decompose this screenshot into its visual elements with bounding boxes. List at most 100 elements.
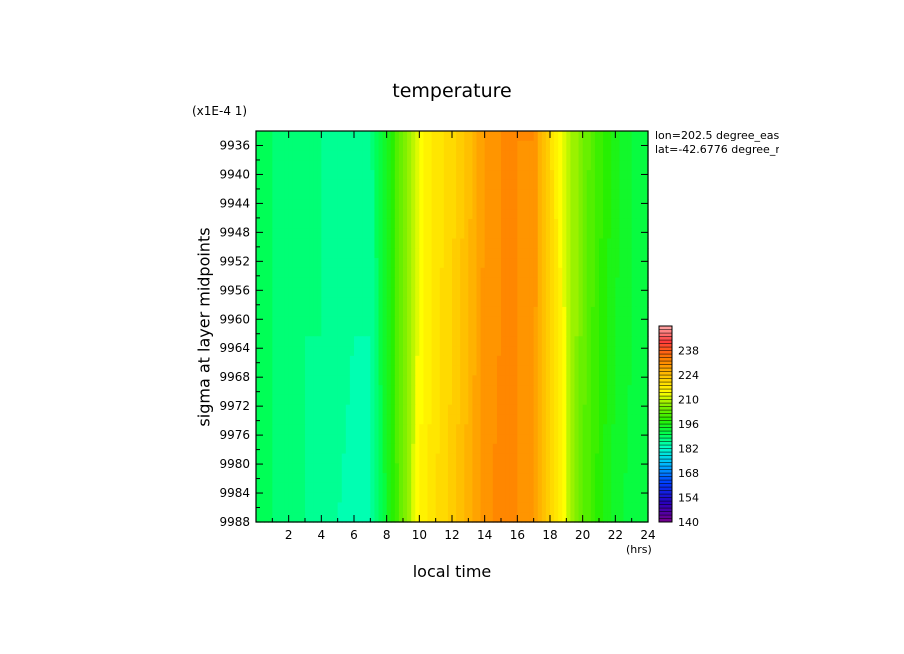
heatmap-cell (590, 385, 596, 396)
heatmap-cell (329, 394, 335, 406)
heatmap-cell (607, 189, 612, 201)
heatmap-cell (558, 248, 563, 259)
heatmap-cell (627, 248, 633, 259)
heatmap-cell (423, 131, 429, 142)
heatmap-cell (464, 492, 469, 504)
heatmap-cell (521, 297, 527, 308)
heatmap-cell (456, 336, 461, 347)
heatmap-cell (288, 170, 294, 181)
heatmap-cell (464, 160, 469, 171)
heatmap-cell (566, 385, 572, 396)
heatmap-cell (382, 277, 388, 289)
x-tick-label: 16 (510, 528, 525, 542)
heatmap-cell (415, 355, 420, 367)
heatmap-cell (603, 492, 608, 504)
heatmap-cell (578, 355, 584, 367)
heatmap-cell (362, 160, 367, 171)
heatmap-cell (460, 297, 465, 308)
heatmap-cell (545, 287, 551, 298)
heatmap-cell (443, 404, 449, 416)
heatmap-cell (635, 297, 641, 308)
heatmap-cell (394, 365, 400, 376)
heatmap-cell (550, 170, 555, 181)
heatmap-cell (545, 463, 551, 474)
heatmap-cell (378, 385, 384, 396)
heatmap-cell (309, 277, 314, 289)
heatmap-cell (468, 355, 474, 367)
heatmap-cell (586, 267, 592, 279)
heatmap-cell (631, 482, 637, 494)
heatmap-cell (578, 473, 584, 484)
colorbar-swatch (658, 497, 673, 502)
heatmap-cell (268, 492, 273, 504)
heatmap-cell (358, 140, 363, 152)
heatmap-cell (574, 297, 580, 308)
heatmap-cell (370, 287, 376, 298)
heatmap-cell (476, 336, 482, 347)
heatmap-cell (599, 170, 604, 181)
heatmap-cell (639, 258, 645, 269)
heatmap-cell (423, 248, 429, 259)
heatmap-cell (541, 316, 547, 328)
heatmap-cell (305, 326, 310, 337)
heatmap-cell (586, 189, 592, 201)
heatmap-cell (300, 365, 306, 376)
heatmap-cell (419, 375, 425, 386)
heatmap-cell (505, 385, 510, 396)
heatmap-cell (472, 492, 478, 504)
heatmap-cell (447, 492, 453, 504)
heatmap-cell (443, 336, 449, 347)
heatmap-cell (456, 346, 461, 357)
heatmap-cell (562, 326, 567, 337)
heatmap-cell (260, 336, 265, 347)
heatmap-cell (578, 306, 584, 318)
heatmap-cell (358, 336, 363, 347)
heatmap-cell (390, 394, 396, 406)
heatmap-cell (280, 355, 286, 367)
heatmap-cell (378, 170, 384, 181)
heatmap-cell (468, 189, 474, 201)
heatmap-cell (566, 473, 572, 484)
heatmap-cell (570, 502, 576, 513)
heatmap-cell (558, 326, 563, 337)
heatmap-cell (517, 228, 523, 240)
heatmap-cell (305, 394, 310, 406)
heatmap-cell (476, 218, 482, 230)
heatmap-cell (390, 512, 396, 523)
heatmap-cell (545, 414, 551, 425)
heatmap-cell (435, 473, 441, 484)
heatmap-cell (394, 453, 400, 464)
colorbar-swatch (658, 479, 673, 484)
colorbar-swatch (658, 374, 673, 379)
heatmap-cell (345, 375, 351, 386)
heatmap-cell (517, 277, 523, 289)
heatmap-cell (590, 258, 596, 269)
heatmap-cell (407, 492, 412, 504)
heatmap-cell (345, 326, 351, 337)
heatmap-cell (321, 375, 327, 386)
heatmap-cell (398, 238, 404, 249)
heatmap-cell (284, 414, 290, 425)
heatmap-cell (309, 160, 314, 171)
heatmap-cell (358, 385, 363, 396)
heatmap-cell (415, 346, 420, 357)
heatmap-cell (431, 453, 437, 464)
heatmap-cell (521, 424, 527, 435)
heatmap-cell (354, 277, 359, 289)
heatmap-cell (427, 131, 433, 142)
heatmap-cell (578, 482, 584, 494)
heatmap-cell (264, 179, 269, 191)
heatmap-cell (370, 355, 376, 367)
heatmap-cell (627, 131, 633, 142)
heatmap-cell (570, 228, 576, 240)
heatmap-cell (443, 385, 449, 396)
heatmap-cell (398, 131, 404, 142)
heatmap-cell (370, 502, 376, 513)
heatmap-cell (382, 385, 388, 396)
heatmap-cell (341, 473, 347, 484)
heatmap-cell (435, 463, 441, 474)
heatmap-cell (541, 473, 547, 484)
heatmap-cell (256, 179, 261, 191)
heatmap-cell (607, 150, 612, 161)
heatmap-cell (550, 316, 555, 328)
